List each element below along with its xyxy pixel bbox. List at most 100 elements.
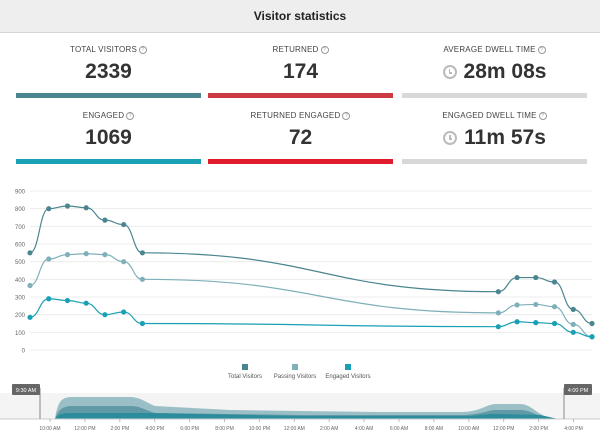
data-point[interactable] (533, 274, 539, 281)
data-point[interactable] (514, 302, 520, 308)
stat-card-total-visitors: TOTAL VISITORS? 2339 (16, 44, 201, 100)
y-tick-label: 900 (15, 190, 26, 196)
data-point[interactable] (139, 276, 145, 282)
panel-title: Visitor statistics (253, 9, 347, 23)
data-point[interactable] (589, 320, 595, 327)
stat-card-returned: RETURNED? 174 (208, 44, 393, 100)
data-point[interactable] (46, 206, 52, 212)
help-icon[interactable]: ? (538, 112, 547, 120)
y-tick-label: 0 (22, 349, 26, 355)
y-tick-label: 600 (15, 243, 26, 249)
y-tick-label: 100 (15, 331, 26, 337)
navigator-area-engaged (40, 413, 558, 419)
navigator-tick-label: 8:00 PM (215, 426, 234, 432)
stat-label-text: RETURNED ENGAGED (250, 111, 341, 120)
visitor-line-chart: 0 100 200 300 400 500 600 700 800 900 Total Visito… (15, 190, 595, 380)
stat-label: ENGAGED DWELL TIME? (402, 110, 587, 121)
data-point[interactable] (533, 320, 539, 326)
stat-value: 1069 (16, 125, 201, 151)
data-point[interactable] (46, 296, 52, 302)
data-point[interactable] (64, 252, 71, 258)
data-point[interactable] (102, 252, 108, 258)
stat-color-bar (16, 159, 201, 164)
data-point[interactable] (102, 217, 108, 223)
data-point[interactable] (121, 309, 127, 315)
stat-label-text: ENGAGED DWELL TIME (442, 111, 537, 120)
data-point[interactable] (589, 334, 595, 340)
legend-swatch[interactable] (242, 364, 248, 370)
data-point[interactable] (495, 310, 501, 316)
stat-value-text: 1069 (85, 126, 132, 149)
navigator-tick-label: 2:00 AM (320, 426, 338, 432)
data-point[interactable] (121, 259, 127, 265)
data-point[interactable] (27, 282, 33, 289)
series-line-engaged-visitors (29, 298, 593, 338)
stat-value-text: 72 (288, 126, 313, 149)
y-tick-label: 300 (15, 296, 26, 302)
data-point[interactable] (551, 304, 558, 310)
legend-label[interactable]: Passing Visitors (274, 374, 317, 380)
data-point[interactable] (46, 256, 52, 262)
stat-value: 2339 (16, 59, 201, 85)
clock-icon (443, 131, 458, 145)
data-point[interactable] (139, 320, 145, 327)
navigator-tick-label: 4:00 AM (355, 426, 373, 432)
data-point[interactable] (551, 320, 558, 327)
data-point[interactable] (495, 324, 501, 330)
stat-label-text: AVERAGE DWELL TIME (443, 45, 536, 54)
stat-value-text: 2339 (85, 60, 132, 83)
legend-label[interactable]: Engaged Visitors (325, 374, 370, 380)
data-point[interactable] (495, 289, 501, 295)
stat-label-text: ENGAGED (82, 111, 125, 120)
stat-label: RETURNED ENGAGED? (208, 110, 393, 121)
stat-color-bar (208, 93, 393, 98)
data-point[interactable] (570, 321, 576, 327)
y-tick-label: 400 (15, 278, 26, 284)
navigator-tick-label: 10:00 AM (39, 426, 60, 432)
time-range-navigator[interactable]: 9:30 AM 4:00 PM 10:00 AM 12:00 PM 2:00 PM 4:0… (0, 380, 600, 435)
stat-card-average-dwell-time: AVERAGE DWELL TIME? 28m 08s (402, 44, 587, 100)
stat-color-bar (402, 159, 587, 164)
help-icon[interactable]: ? (126, 112, 135, 120)
data-point[interactable] (64, 203, 71, 209)
help-icon[interactable]: ? (537, 46, 546, 54)
legend-label[interactable]: Total Visitors (228, 374, 262, 380)
data-point[interactable] (83, 251, 89, 257)
data-point[interactable] (533, 301, 539, 308)
navigator-tick-label: 2:00 PM (529, 426, 548, 432)
data-point[interactable] (27, 250, 33, 256)
data-point[interactable] (139, 250, 145, 256)
navigator-tick-label: 8:00 AM (425, 426, 443, 432)
stat-color-bar (16, 93, 201, 98)
stat-label-text: RETURNED (272, 45, 319, 54)
y-tick-label: 500 (15, 260, 26, 266)
help-icon[interactable]: ? (320, 46, 329, 54)
help-icon[interactable]: ? (342, 112, 351, 120)
navigator-end-label: 4:00 PM (568, 388, 589, 394)
data-point[interactable] (64, 297, 71, 304)
data-point[interactable] (514, 319, 520, 325)
stat-value: 11m 57s (402, 125, 587, 151)
data-point[interactable] (570, 306, 576, 312)
data-point[interactable] (83, 205, 89, 211)
legend-swatch[interactable] (345, 364, 351, 370)
stat-label-text: TOTAL VISITORS (70, 45, 137, 54)
navigator-tick-label: 10:00 AM (458, 426, 479, 432)
data-point[interactable] (121, 221, 127, 228)
stat-label: RETURNED? (208, 44, 393, 55)
navigator-tick-label: 12:00 PM (493, 426, 514, 432)
data-point[interactable] (551, 279, 558, 285)
data-point[interactable] (570, 329, 576, 335)
stat-value: 174 (208, 59, 393, 85)
data-point[interactable] (83, 300, 89, 306)
help-icon[interactable]: ? (138, 46, 147, 54)
data-point[interactable] (27, 314, 33, 320)
navigator-tick-label: 6:00 PM (180, 426, 199, 432)
data-point[interactable] (514, 274, 520, 281)
panel-header: Visitor statistics (0, 0, 600, 33)
legend-swatch[interactable] (292, 364, 298, 370)
y-tick-label: 700 (15, 225, 26, 231)
clock-icon (442, 65, 457, 79)
data-point[interactable] (102, 312, 108, 318)
stat-value: 72 (208, 125, 393, 151)
